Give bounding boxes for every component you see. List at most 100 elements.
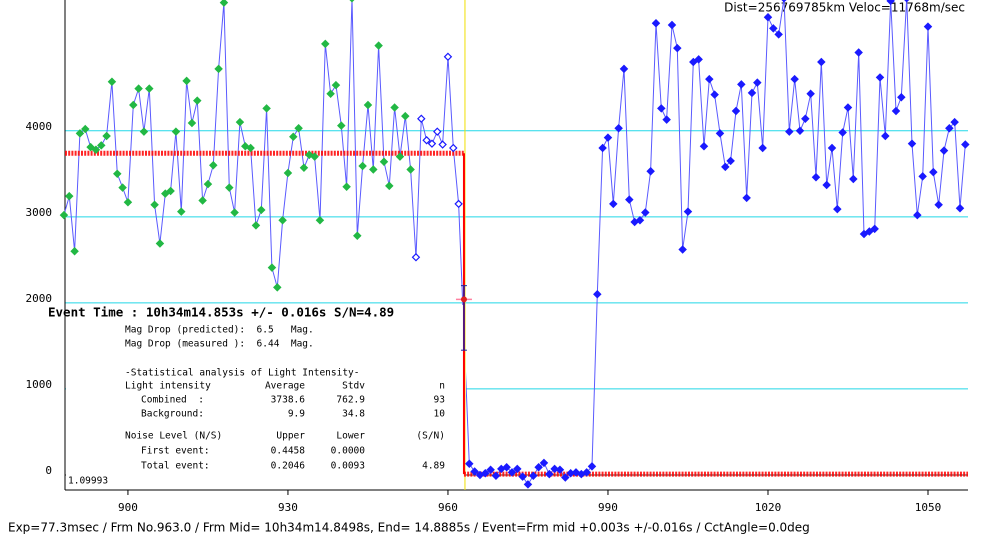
mag-line: Mag Drop (measured ): 6.44 Mag. <box>125 339 314 350</box>
data-point <box>710 90 719 99</box>
data-point <box>97 141 106 150</box>
data-point <box>763 12 773 22</box>
data-point <box>235 117 245 127</box>
data-point <box>683 207 693 216</box>
stats-cell: 0.4458 <box>271 446 306 457</box>
data-point <box>859 229 869 239</box>
data-point <box>465 459 474 469</box>
data-point <box>721 162 730 172</box>
data-point <box>934 200 943 210</box>
x-tick-label: 990 <box>598 501 618 514</box>
data-point <box>545 469 554 479</box>
data-point <box>781 0 787 3</box>
y-tick-label: 0 <box>45 464 52 477</box>
data-point <box>582 468 591 477</box>
series-line <box>63 0 412 288</box>
stats-cell: Lower <box>336 431 365 442</box>
stats-cell: (S/N) <box>416 431 445 442</box>
data-point <box>182 76 191 86</box>
y-tick-label: 1000 <box>26 378 53 391</box>
data-point <box>470 467 479 476</box>
data-point <box>321 39 330 49</box>
data-point <box>870 224 879 234</box>
data-point <box>225 183 234 192</box>
x-tick-label: 1050 <box>915 501 942 514</box>
stats-title: -Statistical analysis of Light Intensity… <box>125 368 360 379</box>
stats-cell: 93 <box>434 395 445 406</box>
data-point <box>171 127 181 136</box>
data-point <box>726 156 735 166</box>
data-point <box>145 84 154 93</box>
data-point <box>587 462 597 471</box>
data-point <box>609 199 618 209</box>
data-point <box>854 48 863 57</box>
scale-text: 1.09993 <box>68 476 108 487</box>
data-point <box>262 104 271 113</box>
stats-cell: 9.9 <box>288 409 305 420</box>
data-point <box>155 239 165 248</box>
stats-cell: Average <box>265 381 305 392</box>
data-point <box>273 283 282 292</box>
data-point <box>795 126 805 136</box>
data-point <box>758 143 767 153</box>
data-point <box>774 30 783 39</box>
data-point <box>657 104 666 113</box>
data-point <box>326 89 335 99</box>
data-point <box>139 127 149 136</box>
data-point <box>417 114 426 123</box>
y-tick-label: 3000 <box>26 206 53 219</box>
data-point <box>513 464 522 474</box>
data-point <box>75 129 85 138</box>
data-point <box>667 20 677 30</box>
data-point <box>918 172 927 181</box>
stats-cell: 0.0093 <box>331 461 365 472</box>
data-point <box>283 168 293 178</box>
mag-line: Mag Drop (predicted): 6.5 Mag. <box>125 325 314 336</box>
data-point <box>203 179 213 189</box>
data-point <box>950 117 959 127</box>
data-point <box>491 471 501 481</box>
data-point <box>118 183 127 192</box>
data-point <box>358 161 367 171</box>
data-point <box>865 227 874 236</box>
data-point <box>875 73 885 82</box>
data-point <box>374 41 383 50</box>
data-point <box>209 160 218 170</box>
data-point <box>246 143 255 153</box>
data-point <box>166 186 175 196</box>
data-point <box>678 245 687 254</box>
data-point <box>603 133 613 142</box>
series-line <box>415 56 460 258</box>
data-point <box>822 180 831 190</box>
data-point <box>310 152 319 161</box>
data-point <box>129 100 138 110</box>
data-point <box>833 204 842 214</box>
data-point <box>904 0 910 3</box>
data-point <box>827 143 837 153</box>
data-point <box>849 174 858 184</box>
data-point <box>561 473 570 482</box>
data-point <box>699 142 709 151</box>
data-point <box>438 140 447 149</box>
data-point <box>737 80 746 89</box>
y-tick-label: 4000 <box>26 120 53 133</box>
stats-cell: Combined : <box>141 395 204 406</box>
data-point <box>107 77 117 86</box>
stats-cell: 10 <box>434 409 446 420</box>
data-point <box>214 64 223 74</box>
data-point <box>422 135 431 145</box>
data-point <box>929 167 938 177</box>
data-point <box>625 195 634 204</box>
stats-cell: 3738.6 <box>271 395 306 406</box>
data-point <box>662 115 671 124</box>
data-point <box>550 464 559 474</box>
data-point <box>433 127 442 136</box>
data-point <box>349 0 355 3</box>
stats-box <box>66 305 466 487</box>
data-point <box>337 121 346 130</box>
data-point <box>689 57 698 67</box>
data-point <box>529 471 538 481</box>
data-point <box>390 103 399 112</box>
